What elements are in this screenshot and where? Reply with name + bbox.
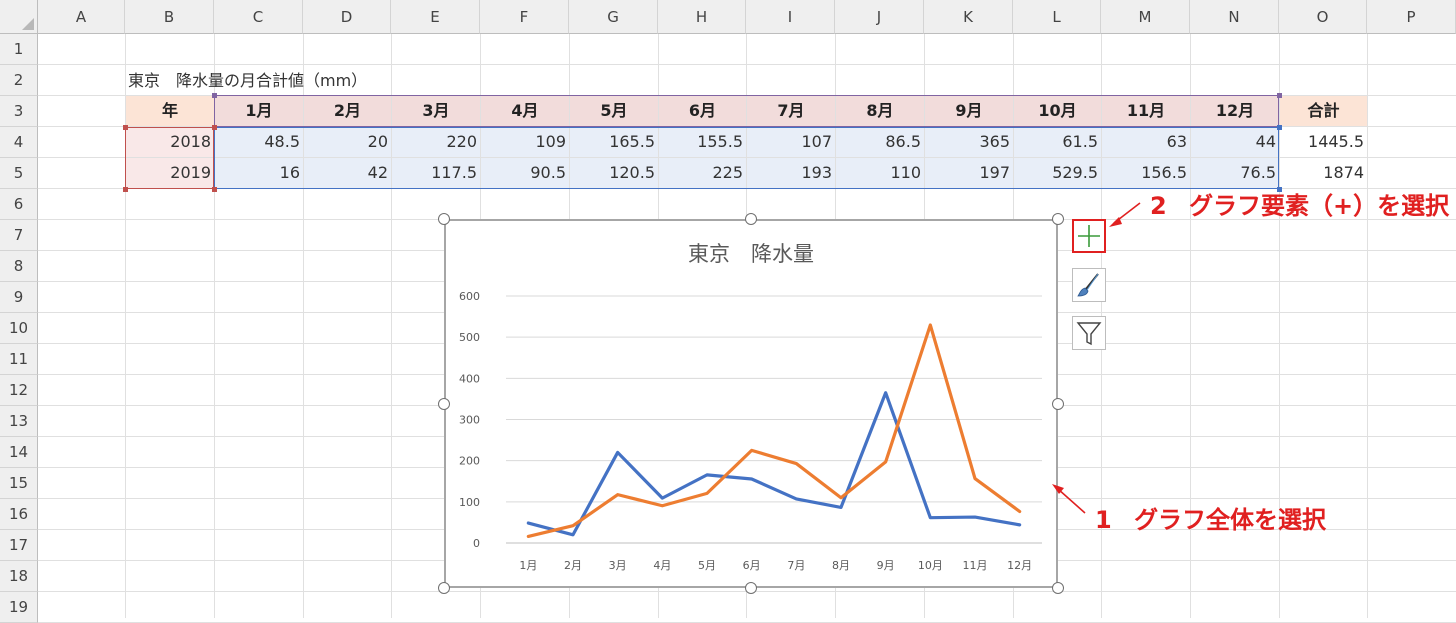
arrow-step1 (1052, 484, 1085, 513)
annotation-step1: 1 グラフ全体を選択 (1095, 500, 1326, 535)
annotation-step1-number: 1 (1095, 506, 1112, 534)
annotation-step2: 2 グラフ要素（+）を選択 (1150, 186, 1449, 221)
arrow-step2 (1109, 203, 1140, 227)
annotation-step2-text: グラフ要素（+）を選択 (1189, 192, 1449, 220)
annotation-step1-text: グラフ全体を選択 (1134, 506, 1326, 534)
annotation-step2-number: 2 (1150, 192, 1167, 220)
